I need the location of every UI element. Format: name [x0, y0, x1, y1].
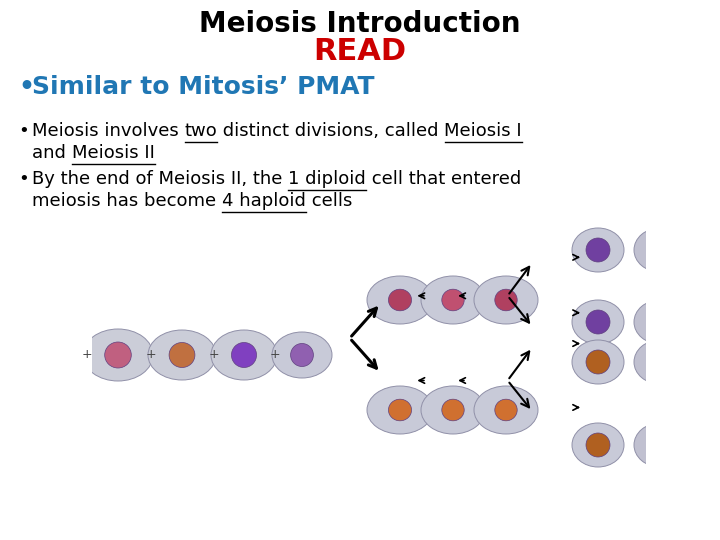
Ellipse shape [231, 342, 256, 368]
Text: cell that entered: cell that entered [366, 170, 521, 188]
Ellipse shape [442, 399, 464, 421]
Ellipse shape [83, 329, 153, 381]
Text: Meiosis II: Meiosis II [71, 144, 155, 162]
Ellipse shape [648, 310, 672, 334]
Ellipse shape [421, 386, 485, 434]
Text: +: + [145, 348, 156, 361]
Text: 4 haploid: 4 haploid [222, 192, 306, 210]
Text: •: • [18, 170, 29, 188]
Ellipse shape [14, 327, 90, 383]
Ellipse shape [586, 310, 610, 334]
Text: +: + [81, 348, 92, 361]
Text: 1 diploid: 1 diploid [288, 170, 366, 188]
Ellipse shape [648, 238, 672, 262]
Ellipse shape [367, 386, 433, 434]
Ellipse shape [634, 423, 686, 467]
Ellipse shape [572, 340, 624, 384]
Text: two: two [184, 122, 217, 140]
Text: •: • [18, 122, 29, 140]
Text: +: + [269, 348, 280, 361]
Text: cells: cells [306, 192, 352, 210]
Ellipse shape [495, 289, 517, 311]
Text: distinct divisions, called: distinct divisions, called [217, 122, 444, 140]
Ellipse shape [442, 289, 464, 311]
Ellipse shape [634, 300, 686, 344]
Ellipse shape [37, 341, 66, 369]
Ellipse shape [474, 276, 538, 324]
Text: meiosis has become: meiosis has become [32, 192, 222, 210]
Text: Meiosis involves: Meiosis involves [32, 122, 184, 140]
Ellipse shape [648, 433, 672, 457]
Ellipse shape [495, 399, 517, 421]
Text: Meiosis I: Meiosis I [444, 122, 522, 140]
Ellipse shape [634, 228, 686, 272]
Ellipse shape [272, 332, 332, 378]
Ellipse shape [586, 350, 610, 374]
Ellipse shape [211, 330, 277, 380]
Ellipse shape [389, 289, 412, 311]
Ellipse shape [474, 386, 538, 434]
Text: +: + [208, 348, 219, 361]
Ellipse shape [104, 342, 131, 368]
Text: By the end of Meiosis II, the: By the end of Meiosis II, the [32, 170, 288, 188]
Text: Similar to Mitosis’ PMAT: Similar to Mitosis’ PMAT [32, 75, 374, 99]
Ellipse shape [572, 228, 624, 272]
Ellipse shape [367, 276, 433, 324]
Ellipse shape [572, 300, 624, 344]
Ellipse shape [634, 340, 686, 384]
Text: READ: READ [313, 37, 407, 66]
Ellipse shape [389, 399, 412, 421]
Ellipse shape [421, 276, 485, 324]
Text: Meiosis Introduction: Meiosis Introduction [199, 10, 521, 38]
Ellipse shape [572, 423, 624, 467]
Ellipse shape [148, 330, 216, 380]
Ellipse shape [169, 342, 195, 368]
Ellipse shape [586, 238, 610, 262]
Ellipse shape [291, 343, 313, 367]
Ellipse shape [586, 433, 610, 457]
Ellipse shape [648, 350, 672, 374]
Text: •: • [18, 75, 34, 99]
Text: and: and [32, 144, 71, 162]
